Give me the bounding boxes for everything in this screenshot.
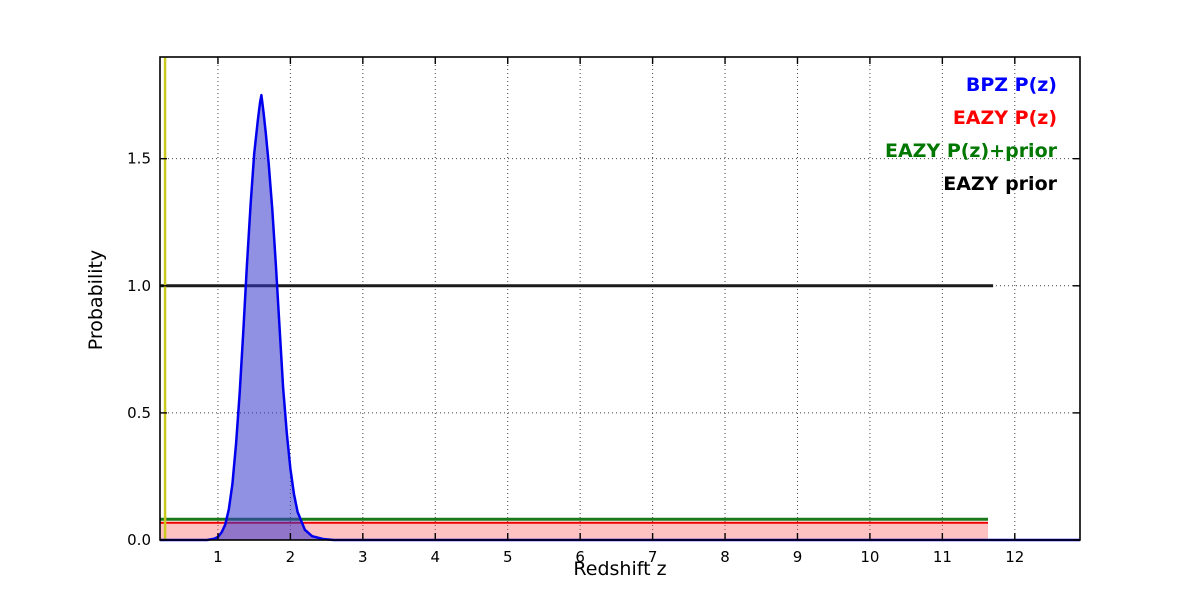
y-tick-label-1.5: 1.5 bbox=[127, 150, 151, 168]
x-tick-label-7: 7 bbox=[648, 548, 658, 566]
y-tick-label-0.0: 0.0 bbox=[127, 531, 151, 549]
x-tick-label-11: 11 bbox=[933, 548, 952, 566]
x-tick-label-9: 9 bbox=[793, 548, 803, 566]
plot-border bbox=[159, 56, 1081, 541]
series-fill-bpz-p-z bbox=[160, 95, 1080, 540]
x-tick-label-10: 10 bbox=[860, 548, 879, 566]
x-tick-label-5: 5 bbox=[503, 548, 513, 566]
y-axis-label: Probability bbox=[85, 249, 107, 351]
y-tick-label-1.0: 1.0 bbox=[127, 277, 151, 295]
x-tick-label-6: 6 bbox=[575, 548, 585, 566]
series-fill-eazy-p-z bbox=[160, 522, 988, 540]
legend: BPZ P(z) EAZY P(z) EAZY P(z)+prior EAZY pri… bbox=[885, 76, 1057, 208]
x-tick-label-3: 3 bbox=[358, 548, 368, 566]
x-tick-label-4: 4 bbox=[431, 548, 441, 566]
legend-item-eazy-prior: EAZY prior bbox=[943, 173, 1057, 195]
legend-item-eazy-p-z-prior: EAZY P(z)+prior bbox=[884, 140, 1057, 162]
legend-item-eazy-p-z: EAZY P(z) bbox=[952, 107, 1057, 129]
x-axis-label: Redshift z bbox=[573, 558, 667, 580]
plot-area bbox=[160, 57, 1080, 540]
legend-item-bpz-p-z: BPZ P(z) bbox=[965, 74, 1057, 96]
x-tick-label-1: 1 bbox=[213, 548, 223, 566]
y-tick-label-0.5: 0.5 bbox=[127, 404, 151, 422]
x-tick-label-2: 2 bbox=[286, 548, 296, 566]
x-tick-label-12: 12 bbox=[1005, 548, 1024, 566]
x-tick-label-8: 8 bbox=[720, 548, 730, 566]
series-bpz-p-z bbox=[160, 93, 1080, 542]
